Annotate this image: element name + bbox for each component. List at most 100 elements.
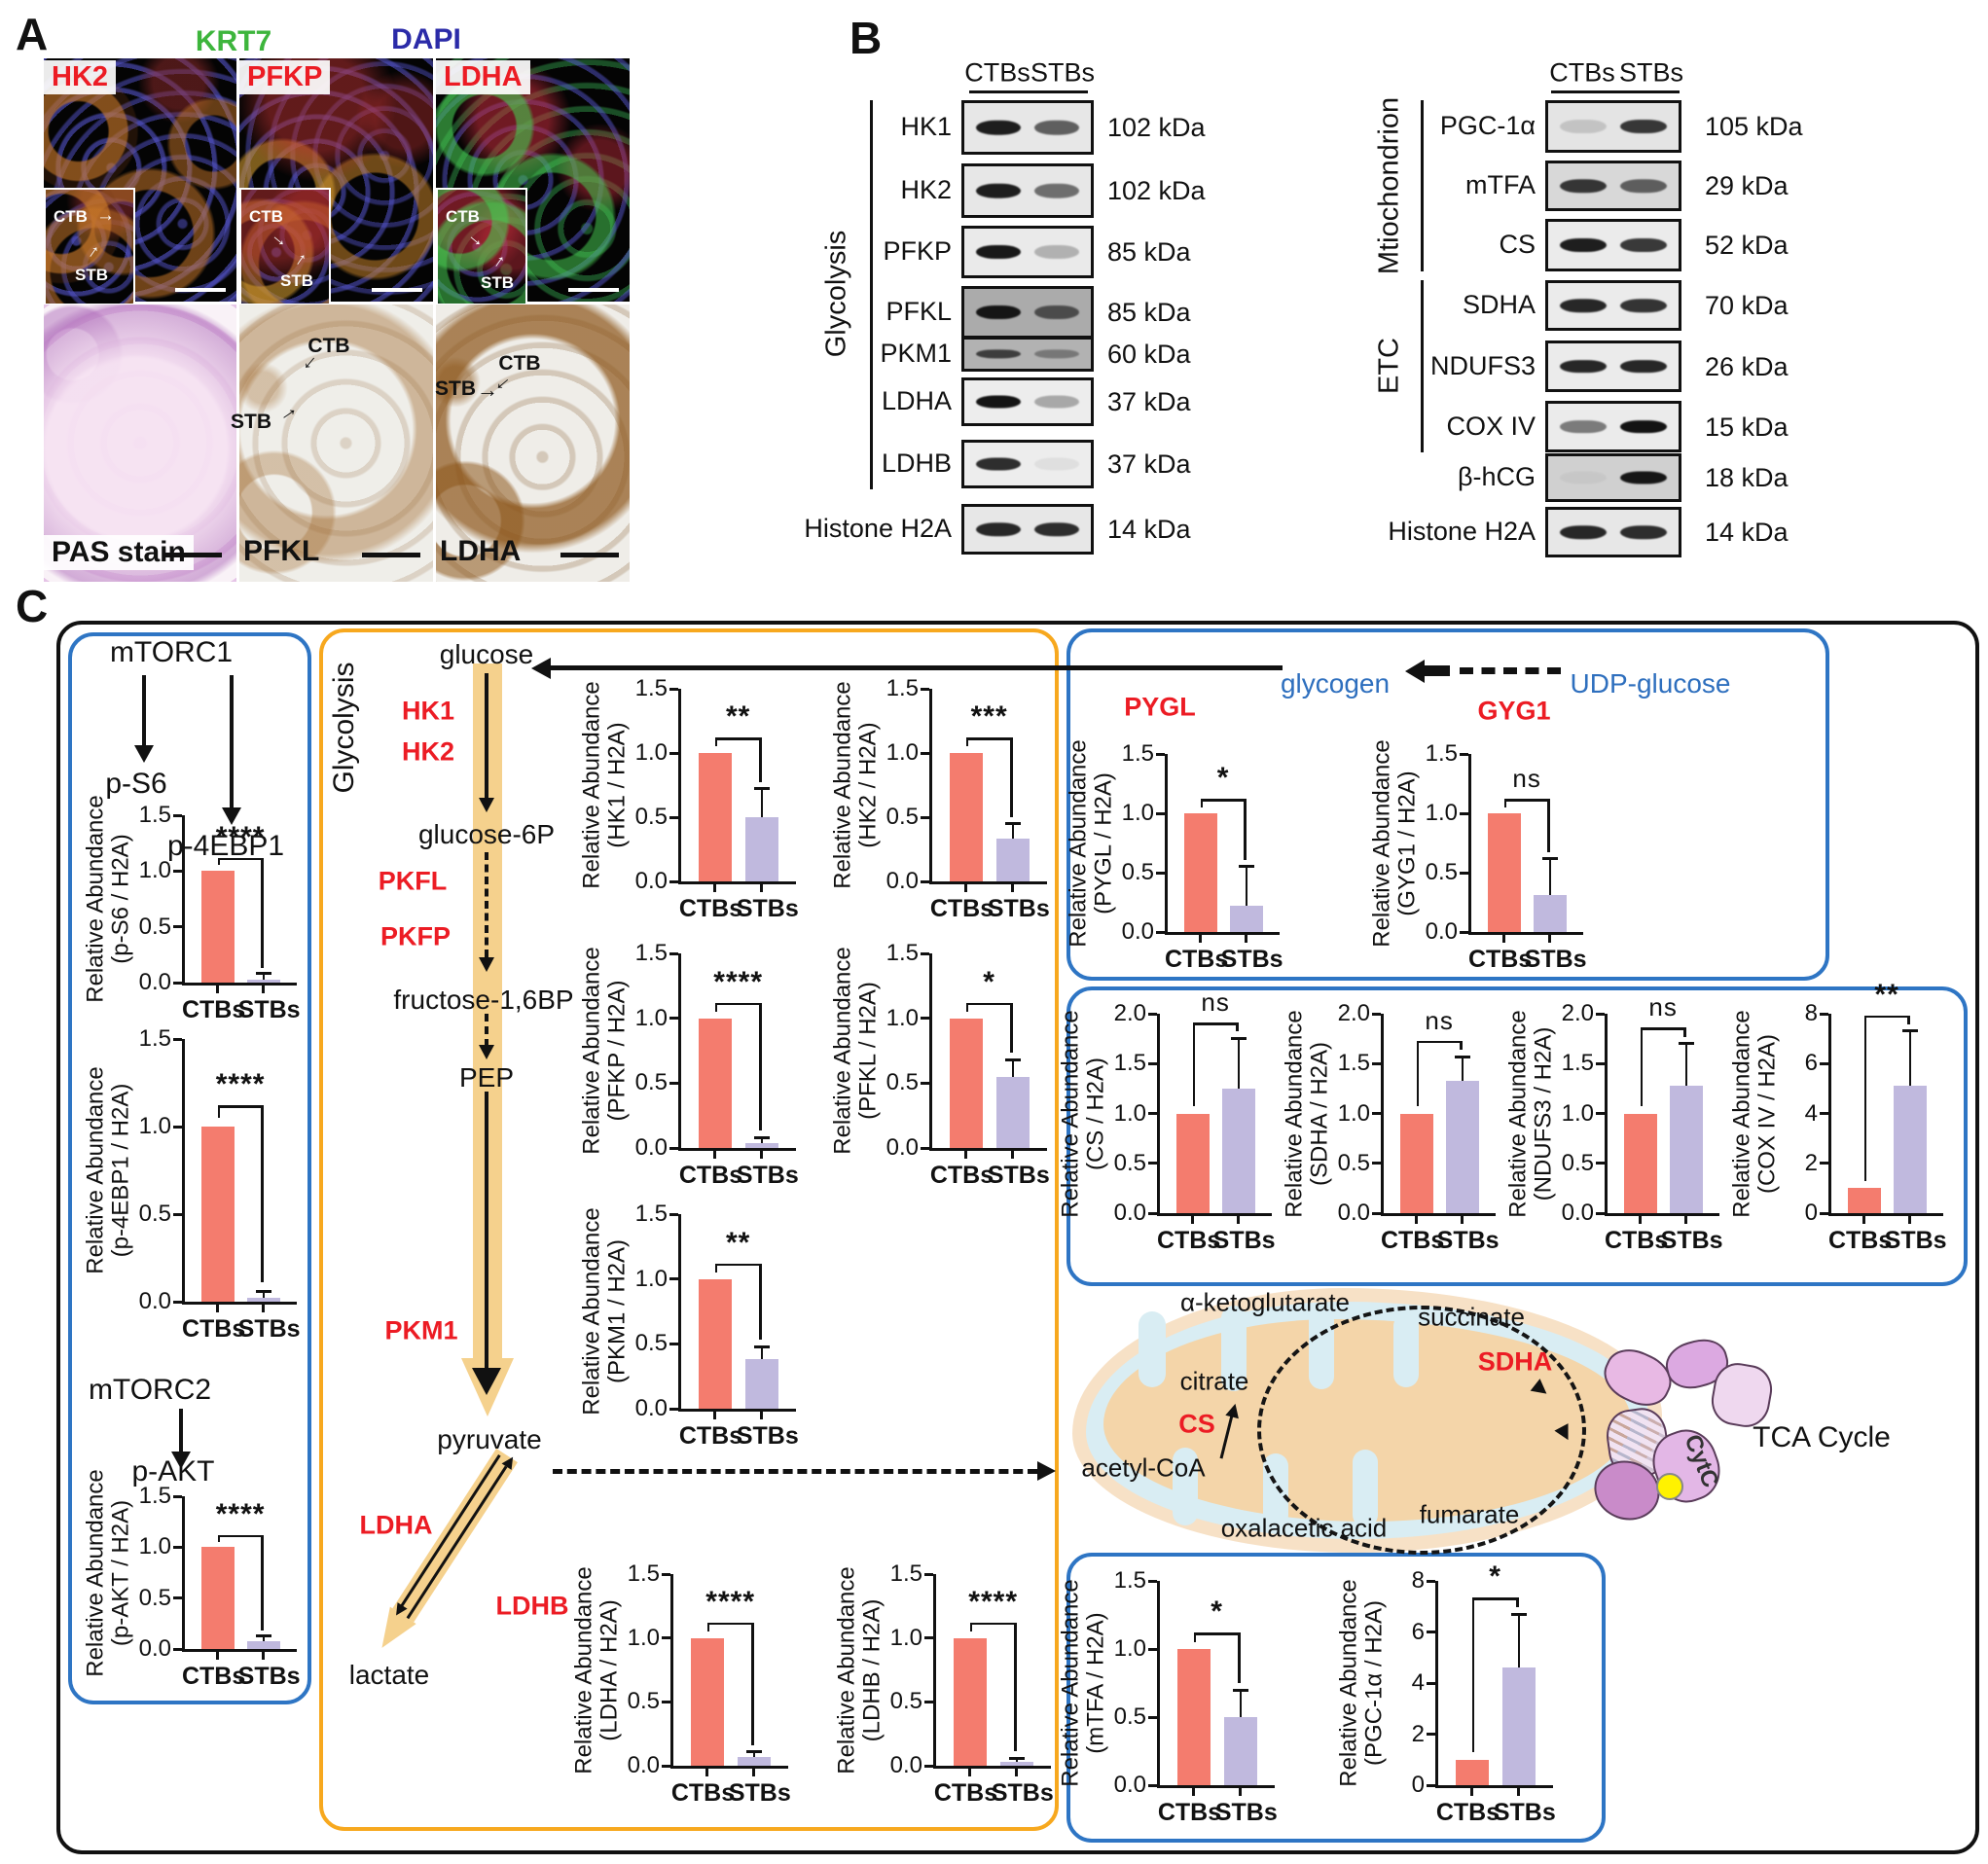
significance-label: **** [705, 1585, 755, 1618]
pkm1-enzyme-label: PKM1 [384, 1315, 458, 1345]
error-bar-cap [1510, 1612, 1527, 1616]
blot-band [975, 244, 1022, 260]
x-tick-mark [262, 986, 266, 993]
y-tick-mark [669, 1342, 678, 1345]
blot-band [975, 395, 1022, 409]
biogenesis-box [1066, 1553, 1606, 1843]
ldha-enzyme-label: LDHA [359, 1510, 433, 1540]
y-tick-label: 0.0 [138, 1635, 171, 1662]
ctb-arrow-icon: → [96, 205, 115, 226]
significance-label: ** [1874, 978, 1899, 1011]
x-category-label: STBs [1436, 1227, 1500, 1254]
y-tick-label: 1.5 [138, 802, 171, 828]
blot-protein-label-right: mTFA [1465, 170, 1536, 199]
sig-bracket-arm [1907, 1015, 1910, 1024]
y-axis [670, 1574, 673, 1769]
blot-band [1619, 299, 1667, 312]
chart-PFKL: Relative Abundance (PFKL / H2A) 0.0 0.5 1.0 1… [829, 940, 1050, 1189]
error-bar-cap [753, 1135, 770, 1139]
sig-bracket-arm [1192, 1022, 1196, 1107]
pygl-label: PYGL [1124, 692, 1196, 722]
blot-band [975, 183, 1022, 198]
y-tick-mark [669, 687, 678, 691]
significance-label: * [1216, 762, 1230, 795]
bar-CTBs [1176, 1649, 1211, 1785]
y-tick-label: 2.0 [1113, 1000, 1146, 1026]
sig-bracket-arm [1640, 1027, 1644, 1107]
error-bar-cap [255, 1289, 271, 1293]
y-tick-label: 1.0 [634, 1265, 668, 1292]
ldha-stb-arrow-icon: → [477, 377, 498, 402]
y-axis [929, 689, 932, 884]
x-category-label: CTBs [181, 1663, 246, 1690]
if-marker-pfkp: PFKP [239, 60, 331, 94]
y-tick-mark [921, 1146, 929, 1150]
x-tick-mark [216, 986, 220, 993]
y-tick-mark [669, 879, 678, 883]
y-tick-label: 1.0 [886, 739, 919, 766]
bar-STBs [1445, 1080, 1479, 1213]
blot-kda-label-left: 85 kDa [1107, 298, 1191, 327]
y-tick-mark [1148, 1647, 1157, 1651]
bar-CTBs [1847, 1188, 1881, 1213]
blot-protein-label-left: LDHA [881, 386, 952, 415]
sdha-tca-label: SDHA [1477, 1346, 1553, 1377]
sig-bracket-arm [217, 1105, 221, 1118]
sig-bracket-arm [759, 1263, 762, 1340]
error-bar [760, 1346, 764, 1360]
y-tick-label: 1.0 [138, 857, 171, 884]
bar-STBs [1501, 1667, 1536, 1785]
blot-image-PGC-1α [1545, 100, 1681, 153]
x-category-label: CTBs [1604, 1227, 1669, 1254]
arrowhead-down-icon [222, 807, 241, 825]
bar-CTBs [1175, 1113, 1210, 1213]
blot-protein-label-left: Histone H2A [804, 514, 952, 543]
bar-CTBs [1399, 1113, 1433, 1213]
y-tick-label: 1.0 [1337, 1099, 1370, 1127]
x-category-label: STBs [1212, 1227, 1276, 1254]
sig-bracket [217, 1534, 264, 1538]
sig-bracket-arm [714, 1263, 717, 1273]
bar-STBs [737, 1756, 771, 1766]
error-bar [262, 1291, 266, 1299]
sig-bracket [1640, 1027, 1686, 1030]
y-tick-label: 2.0 [1561, 1000, 1594, 1026]
y-tick-mark [1460, 752, 1468, 756]
sig-bracket-arm [1471, 1597, 1474, 1753]
y-tick-label: 8 [1411, 1567, 1425, 1594]
bar-CTBs [953, 1637, 987, 1766]
y-axis [678, 689, 681, 884]
x-category-label: STBs [736, 895, 799, 922]
y-tick-label: 2 [1411, 1720, 1425, 1747]
blot-band [975, 457, 1022, 471]
y-tick-mark [173, 1596, 182, 1600]
blot-band [1033, 305, 1080, 320]
citrate-label: citrate [1179, 1366, 1249, 1396]
y-tick-label: 0.0 [634, 1395, 668, 1421]
error-bar-cap [255, 972, 271, 976]
sig-bracket-arm [1244, 799, 1247, 861]
blot-protein-label-right: PGC-1α [1439, 111, 1536, 140]
x-axis [1828, 1213, 1943, 1216]
y-tick-mark [921, 687, 929, 691]
blot-band [975, 349, 1022, 359]
x-category-label: STBs [736, 1422, 799, 1450]
y-tick-mark [1596, 1112, 1605, 1115]
chart-PFKP: Relative Abundance (PFKP / H2A) 0.0 0.5 1.0 1… [578, 940, 799, 1189]
y-tick-label: 1.0 [886, 1004, 919, 1031]
error-bar-cap [1230, 1037, 1247, 1041]
y-axis [1605, 1014, 1608, 1216]
blot-kda-label-right: 70 kDa [1705, 291, 1789, 320]
y-tick-label: 0.5 [1121, 859, 1154, 885]
blot-protein-label-left: LDHB [881, 448, 952, 478]
sig-bracket-arm [714, 1002, 717, 1012]
y-tick-label: 0.0 [1113, 1200, 1146, 1226]
sig-bracket [706, 1622, 754, 1626]
blot-image-mTFA [1545, 161, 1681, 211]
y-tick-mark [173, 1300, 182, 1304]
y-tick-label: 1.0 [889, 1624, 922, 1651]
sig-bracket-arm [217, 857, 221, 866]
y-tick-label: 0 [1411, 1772, 1425, 1798]
sig-bracket [965, 737, 1013, 740]
blot-image-Histone H2A [1545, 507, 1681, 557]
